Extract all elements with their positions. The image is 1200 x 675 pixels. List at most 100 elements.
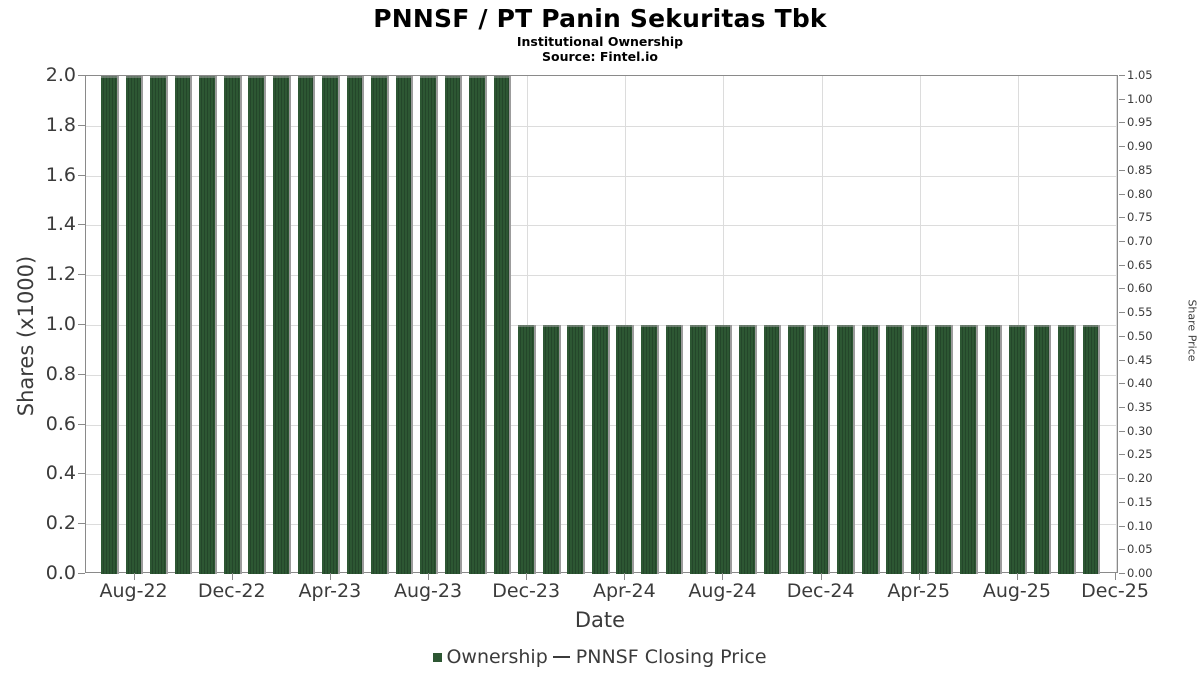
gridline-vertical <box>919 76 921 572</box>
bar[interactable] <box>591 325 610 574</box>
bar[interactable] <box>739 325 757 574</box>
bar[interactable] <box>567 325 586 574</box>
bar-top-highlight <box>984 325 1001 327</box>
y-axis-right-tick <box>1119 525 1125 527</box>
bar[interactable] <box>935 325 954 574</box>
bar[interactable] <box>837 325 855 574</box>
bar[interactable] <box>395 76 414 574</box>
bar-top-highlight <box>1009 325 1025 327</box>
x-axis-tick <box>133 573 135 580</box>
chart-title-block: PNNSF / PT Panin Sekuritas Tbk Instituti… <box>0 4 1200 64</box>
y-axis-right-tick <box>1119 454 1125 456</box>
y-axis-right-tick-label: 1.05 <box>1127 68 1153 82</box>
bar-top-highlight <box>861 325 878 327</box>
y-axis-right-tick <box>1119 359 1125 361</box>
bar[interactable] <box>248 76 267 574</box>
y-axis-right-label: Share Price <box>1185 299 1199 362</box>
bar-top-highlight <box>567 325 584 327</box>
bar[interactable] <box>960 325 978 574</box>
bar[interactable] <box>469 76 487 574</box>
x-axis-tick <box>1115 573 1117 580</box>
y-axis-right-tick <box>1119 335 1125 337</box>
bar[interactable] <box>690 325 708 574</box>
bar-top-highlight <box>739 325 755 327</box>
y-axis-right-tick <box>1119 501 1125 503</box>
bar[interactable] <box>788 325 806 574</box>
bar[interactable] <box>346 76 365 574</box>
y-axis-right-tick-label: 0.90 <box>1127 139 1153 154</box>
x-axis-tick-label: Aug-22 <box>99 580 168 602</box>
bar[interactable] <box>272 76 291 574</box>
y-axis-right-tick-label: 0.25 <box>1127 447 1153 462</box>
y-axis-left-tick-label: 0.4 <box>45 462 76 485</box>
bar[interactable] <box>125 76 144 574</box>
legend-item-ownership[interactable]: Ownership <box>433 646 548 668</box>
y-axis-left-tick-label: 1.4 <box>45 213 76 236</box>
bar[interactable] <box>763 325 782 574</box>
y-axis-right-tick-label: 0.70 <box>1127 234 1153 248</box>
bar[interactable] <box>223 76 242 574</box>
bar[interactable] <box>861 325 880 574</box>
bar-top-highlight <box>150 76 166 78</box>
bar[interactable] <box>1082 325 1101 574</box>
x-axis-tick <box>1016 573 1018 580</box>
bar[interactable] <box>886 325 905 574</box>
bar[interactable] <box>101 76 119 574</box>
bar[interactable] <box>150 76 168 574</box>
x-axis-tick-label: Dec-25 <box>1081 580 1149 602</box>
plot-area <box>85 75 1118 574</box>
x-axis-tick <box>329 573 331 580</box>
bar-top-highlight <box>960 325 976 327</box>
gridline-vertical <box>1017 76 1019 572</box>
bar[interactable] <box>542 325 561 574</box>
gridline-horizontal <box>86 125 1117 127</box>
bar[interactable] <box>297 76 316 574</box>
y-axis-left-tick-label: 0.6 <box>45 412 76 435</box>
bar[interactable] <box>493 76 512 574</box>
gridline-vertical <box>723 76 725 572</box>
bar[interactable] <box>371 76 389 574</box>
bar-top-highlight <box>1033 325 1050 327</box>
legend-label-ownership: Ownership <box>446 646 548 668</box>
bar[interactable] <box>616 325 635 574</box>
gridline-vertical <box>625 76 627 572</box>
x-axis-tick-label: Dec-22 <box>197 580 266 602</box>
chart-subtitle: Institutional Ownership <box>516 34 684 49</box>
bar[interactable] <box>518 325 536 574</box>
y-axis-right-tick-label: 0.20 <box>1127 471 1153 486</box>
bar-top-highlight <box>469 76 485 78</box>
bar[interactable] <box>1009 325 1027 574</box>
bar[interactable] <box>714 325 733 574</box>
y-axis-right-tick-label: 0.95 <box>1127 115 1153 130</box>
y-axis-left-tick <box>78 124 85 126</box>
legend-swatch-icon <box>433 652 443 662</box>
page-title: PNNSF / PT Panin Sekuritas Tbk <box>373 4 827 33</box>
y-axis-right-tick <box>1119 98 1125 100</box>
gridline-horizontal <box>86 275 1117 277</box>
bar[interactable] <box>1058 325 1076 574</box>
bar[interactable] <box>444 76 463 574</box>
bar[interactable] <box>322 76 340 574</box>
bar[interactable] <box>812 325 831 574</box>
x-axis-tick-label: Apr-25 <box>887 580 951 602</box>
bar[interactable] <box>665 325 684 574</box>
bar-top-highlight <box>322 76 338 78</box>
bar[interactable] <box>420 76 438 574</box>
bar[interactable] <box>199 76 218 574</box>
y-axis-right-tick-label: 0.50 <box>1127 328 1153 343</box>
y-axis-left-tick-label: 1.6 <box>45 163 76 186</box>
bars-layer <box>86 76 1117 574</box>
y-axis-right-tick-label: 0.45 <box>1127 352 1153 367</box>
x-axis-tick-label: Apr-23 <box>298 580 362 602</box>
chart-source: Source: Fintel.io <box>542 49 658 64</box>
bar[interactable] <box>1033 325 1052 574</box>
bar[interactable] <box>910 325 929 574</box>
bar[interactable] <box>174 76 193 574</box>
bar[interactable] <box>641 325 659 574</box>
x-axis-tick-label: Dec-24 <box>786 580 855 602</box>
bar[interactable] <box>984 325 1003 574</box>
y-axis-right-tick <box>1119 478 1125 480</box>
legend-item-closing-price[interactable]: PNNSF Closing Price <box>548 646 767 668</box>
y-axis-left-tick <box>78 523 85 525</box>
